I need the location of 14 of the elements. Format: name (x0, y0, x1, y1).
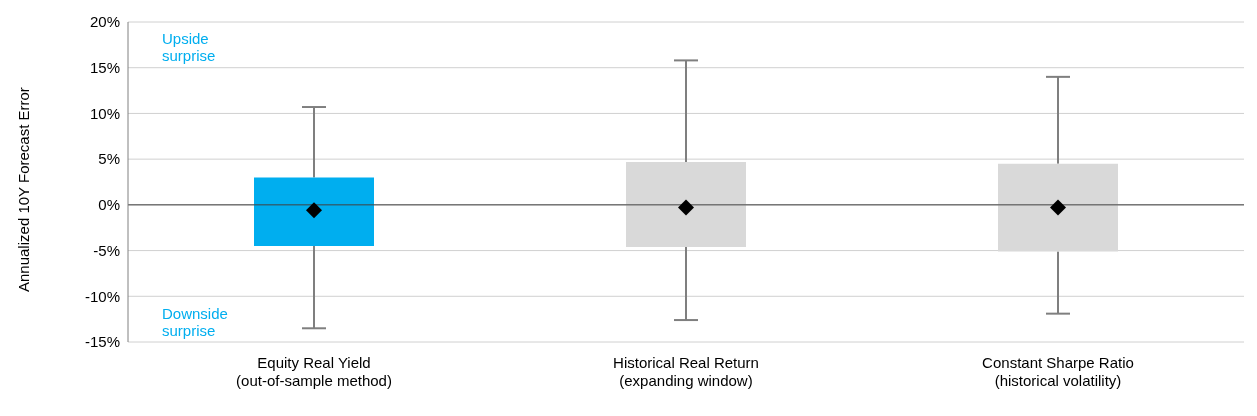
y-axis-title: Annualized 10Y Forecast Error (15, 87, 33, 292)
y-tick-label: 20% (89, 13, 120, 31)
y-tick-label: -5% (93, 241, 120, 259)
x-tick-label: Equity Real Yield (out-of-sample method) (236, 354, 392, 389)
annotation: Downside surprise (162, 305, 228, 339)
y-tick-label: 5% (98, 150, 120, 168)
y-tick-label: 0% (98, 196, 120, 214)
y-tick-label: 15% (89, 59, 120, 77)
annotation: Upside surprise (162, 30, 216, 64)
y-tick-label: -15% (84, 333, 120, 351)
y-tick-label: -10% (84, 287, 120, 305)
x-tick-label: Historical Real Return (expanding window) (613, 354, 759, 389)
y-tick-label: 10% (89, 104, 120, 122)
x-tick-label: Constant Sharpe Ratio (historical volatility) (982, 354, 1134, 389)
